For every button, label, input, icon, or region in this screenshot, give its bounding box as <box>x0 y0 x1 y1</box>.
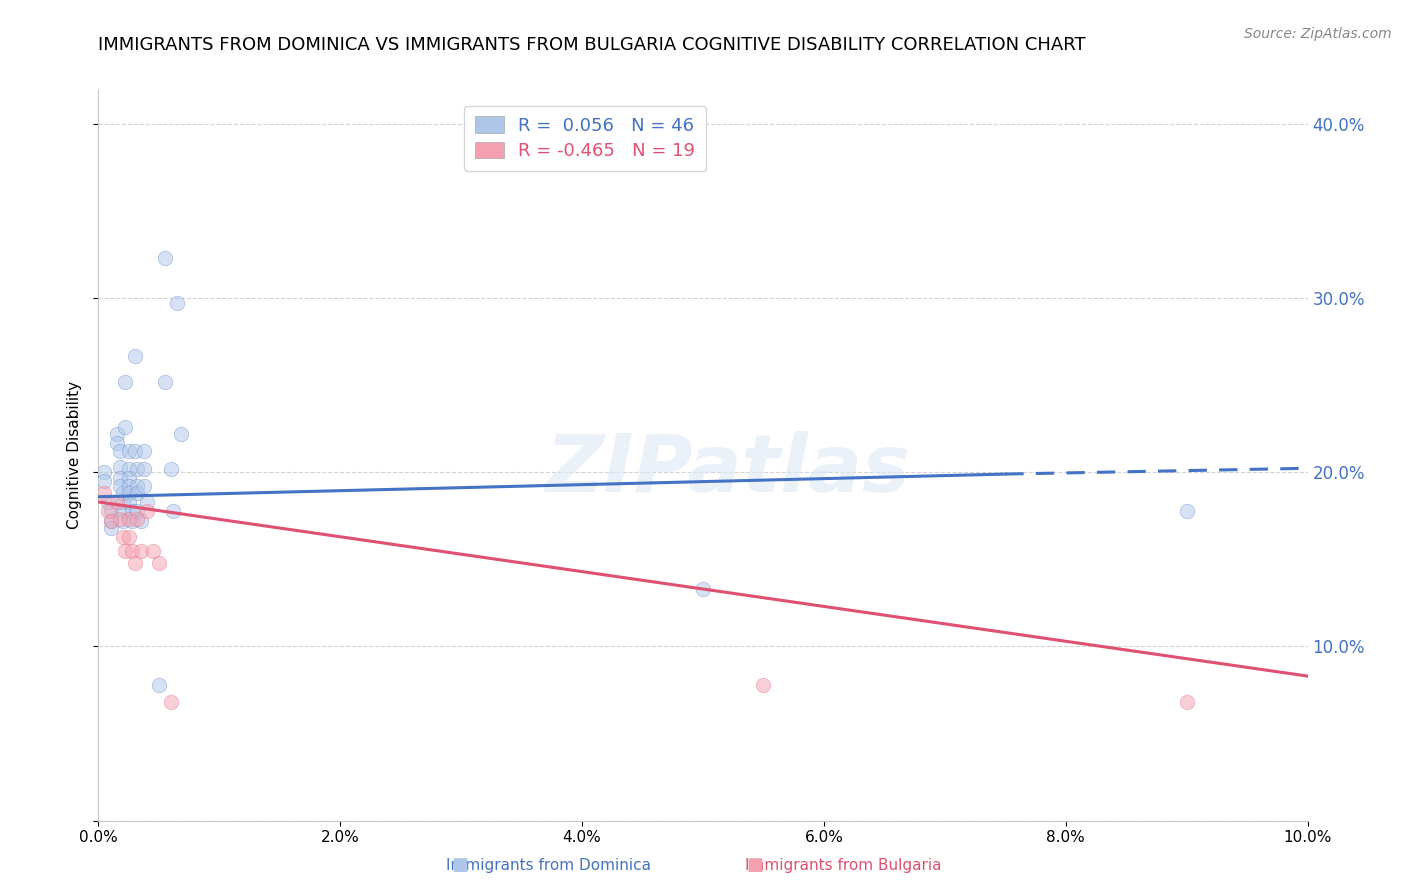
Point <box>692 582 714 596</box>
Point <box>111 495 134 509</box>
Point <box>114 543 136 558</box>
Text: ■: ■ <box>747 856 763 874</box>
Point <box>118 444 141 458</box>
Point <box>108 470 131 484</box>
Point <box>118 486 141 500</box>
Point <box>97 495 120 509</box>
Point <box>108 444 131 458</box>
Point <box>105 495 128 509</box>
Point <box>153 375 176 389</box>
Point <box>93 474 115 488</box>
Point <box>121 514 143 528</box>
Point <box>169 427 191 442</box>
Point <box>111 486 134 500</box>
Text: ZIPatlas: ZIPatlas <box>544 431 910 508</box>
Point <box>100 521 122 535</box>
Point <box>111 503 134 517</box>
Point <box>111 530 134 544</box>
Point <box>160 462 183 476</box>
Point <box>166 296 188 310</box>
Point <box>127 462 149 476</box>
Text: Immigrants from Dominica: Immigrants from Dominica <box>446 858 651 872</box>
Point <box>105 435 128 450</box>
Point <box>153 251 176 265</box>
Point <box>752 678 775 692</box>
Point <box>118 530 141 544</box>
Point <box>134 444 156 458</box>
Point <box>108 512 131 526</box>
Point <box>108 460 131 475</box>
Point <box>97 503 120 517</box>
Point <box>114 375 136 389</box>
Point <box>100 514 122 528</box>
Text: IMMIGRANTS FROM DOMINICA VS IMMIGRANTS FROM BULGARIA COGNITIVE DISABILITY CORREL: IMMIGRANTS FROM DOMINICA VS IMMIGRANTS F… <box>98 36 1085 54</box>
Point <box>118 462 141 476</box>
Text: Immigrants from Bulgaria: Immigrants from Bulgaria <box>745 858 942 872</box>
Point <box>129 514 152 528</box>
Point <box>129 543 152 558</box>
Y-axis label: Cognitive Disability: Cognitive Disability <box>67 381 83 529</box>
Point <box>105 427 128 442</box>
Point <box>148 678 170 692</box>
Point <box>1175 503 1198 517</box>
Point <box>124 349 146 363</box>
Text: Source: ZipAtlas.com: Source: ZipAtlas.com <box>1244 27 1392 41</box>
Point <box>160 695 183 709</box>
Point <box>118 470 141 484</box>
Point <box>100 514 122 528</box>
Point <box>124 444 146 458</box>
Point <box>108 479 131 493</box>
Point <box>118 495 141 509</box>
Point <box>134 479 156 493</box>
Point <box>127 486 149 500</box>
Point <box>121 503 143 517</box>
Point <box>93 486 115 500</box>
Point <box>127 512 149 526</box>
Legend: R =  0.056   N = 46, R = -0.465   N = 19: R = 0.056 N = 46, R = -0.465 N = 19 <box>464 105 706 171</box>
Point <box>124 556 146 570</box>
Point <box>135 503 157 517</box>
Point <box>162 503 184 517</box>
Point <box>100 503 122 517</box>
Point <box>114 420 136 434</box>
Point <box>118 479 141 493</box>
Point <box>148 556 170 570</box>
Point <box>93 466 115 480</box>
Point <box>121 543 143 558</box>
Point <box>127 503 149 517</box>
Point <box>134 462 156 476</box>
Point <box>127 479 149 493</box>
Point <box>118 512 141 526</box>
Point <box>142 543 165 558</box>
Point <box>135 495 157 509</box>
Point <box>111 514 134 528</box>
Text: ■: ■ <box>451 856 468 874</box>
Point <box>1175 695 1198 709</box>
